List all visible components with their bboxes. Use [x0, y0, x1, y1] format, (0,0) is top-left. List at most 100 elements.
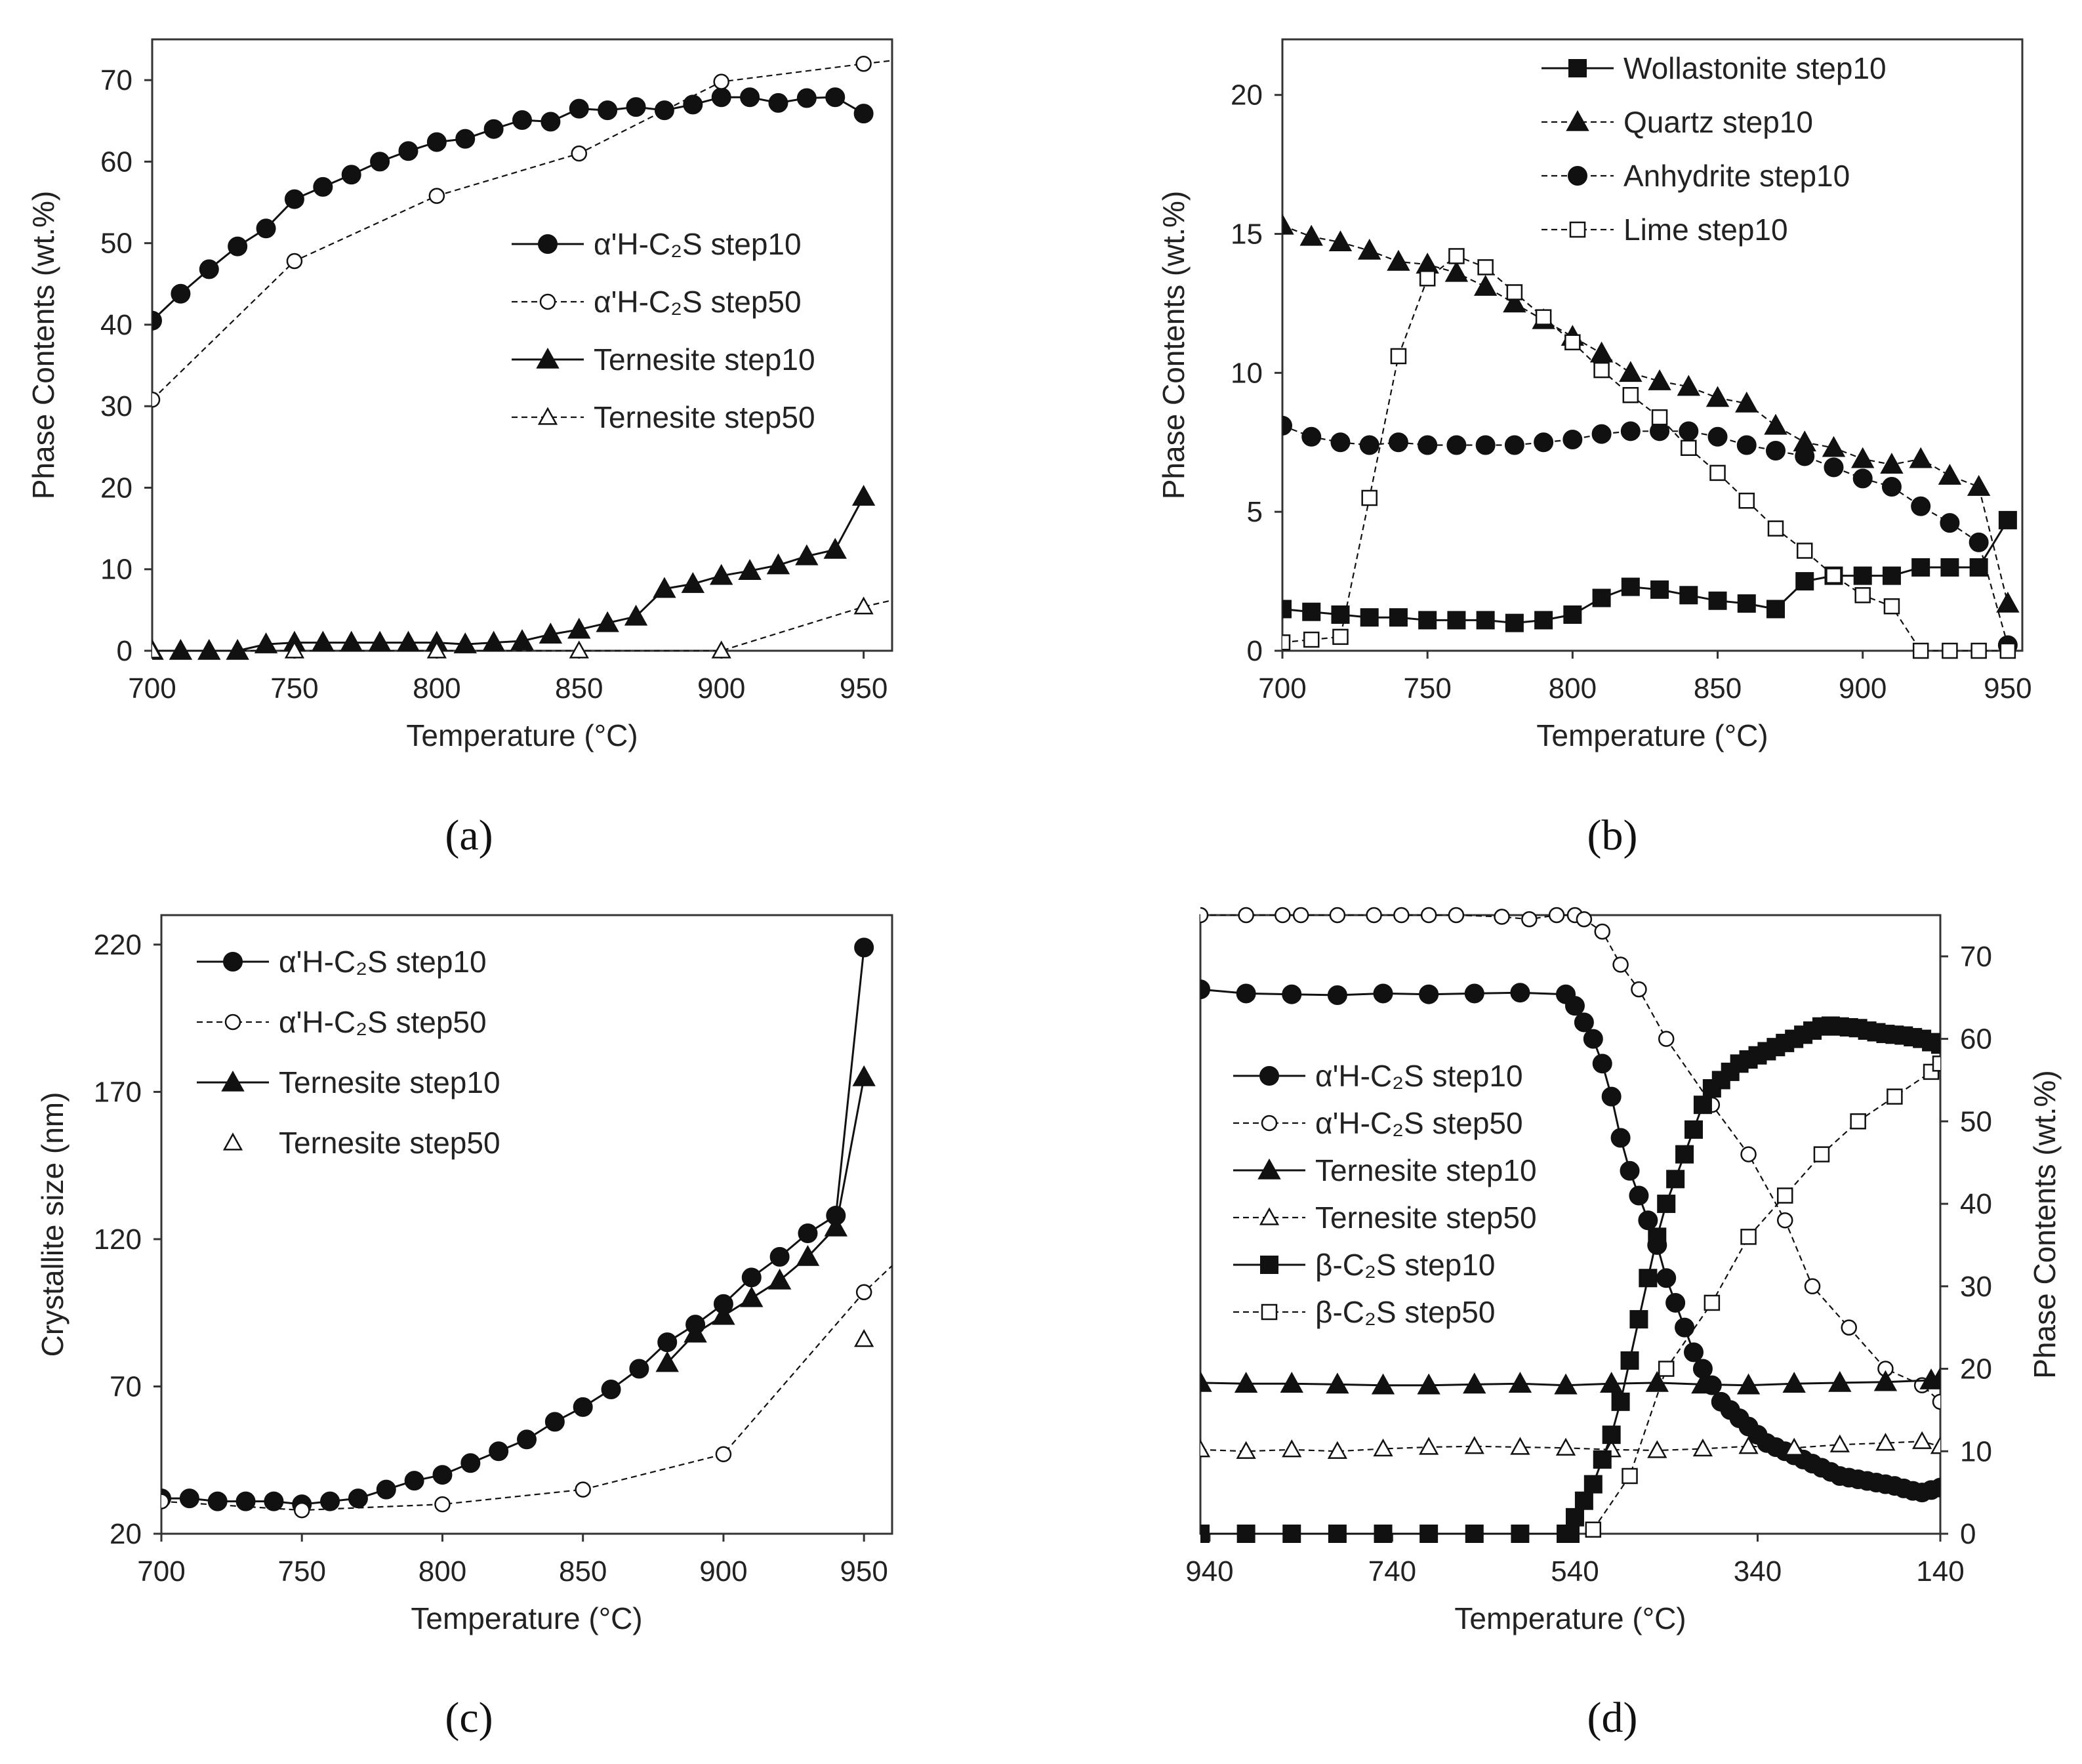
data-point: [1562, 430, 1583, 450]
y-tick-label: 50: [1960, 1105, 1992, 1138]
data-point: [655, 1351, 679, 1372]
y-axis-title: Phase Contents (wt.%): [1156, 191, 1191, 499]
x-tick-label: 950: [1984, 672, 2031, 705]
data-point: [1656, 1268, 1677, 1288]
data-point: [339, 630, 363, 652]
data-point: [855, 1284, 872, 1301]
data-point: [1534, 432, 1554, 453]
data-point: [1504, 435, 1524, 455]
data-point: [796, 1244, 820, 1266]
data-point: [853, 104, 874, 124]
data-point: [569, 640, 589, 659]
data-point: [796, 88, 817, 108]
x-tick-label: 800: [418, 1555, 466, 1588]
data-point: [573, 1397, 593, 1417]
series-α'H-C₂S step10: [161, 937, 874, 1515]
legend-item: α'H-C₂S step50: [1233, 1106, 1523, 1140]
series-line: [1592, 1063, 1940, 1530]
data-point: [1417, 1373, 1440, 1395]
series-line: [1200, 1441, 1940, 1452]
x-tick-label: 850: [555, 672, 603, 705]
data-point: [1328, 230, 1353, 252]
y-tick-label: 70: [100, 64, 133, 96]
series-Wollastonite step10: [1282, 510, 2017, 632]
data-point: [1996, 591, 2020, 613]
data-point: [1238, 907, 1254, 924]
data-point: [1366, 907, 1382, 924]
y-tick-label: 0: [117, 635, 133, 667]
legend-marker: [1259, 1207, 1280, 1225]
data-point: [1589, 341, 1614, 363]
data-point: [1388, 432, 1408, 453]
data-point: [1506, 284, 1523, 300]
data-point: [1583, 1029, 1603, 1049]
data-point: [1766, 600, 1785, 619]
data-point: [428, 188, 445, 204]
series-Anhydrite step10: [1282, 415, 2018, 655]
data-point: [738, 559, 762, 581]
data-point: [1583, 1475, 1602, 1494]
series-Ternesite step10: [655, 1065, 876, 1372]
data-point: [713, 73, 729, 90]
legend-item: Lime step10: [1541, 213, 1788, 247]
data-point: [1929, 1366, 1940, 1388]
data-point: [1299, 224, 1323, 246]
legend-marker: [536, 347, 560, 369]
data-point: [1419, 270, 1436, 287]
data-point: [1327, 1441, 1348, 1459]
data-point: [1738, 1436, 1759, 1454]
data-point: [711, 87, 731, 108]
data-point: [1473, 274, 1498, 296]
data-point: [1601, 1086, 1622, 1107]
data-point: [712, 1303, 735, 1325]
data-point: [1564, 996, 1585, 1016]
data-point: [1418, 435, 1438, 455]
data-point: [1236, 1525, 1255, 1543]
data-point: [1418, 611, 1437, 630]
x-tick-label: 950: [840, 1555, 888, 1588]
data-point: [601, 1379, 621, 1399]
data-point: [434, 1496, 451, 1513]
data-point: [629, 1359, 649, 1379]
data-point: [1374, 1525, 1393, 1543]
legend-marker: [223, 952, 243, 972]
data-point: [1881, 477, 1902, 497]
data-point: [1784, 1437, 1805, 1456]
data-point: [855, 56, 872, 72]
data-point: [1707, 426, 1728, 447]
data-point: [284, 640, 305, 659]
data-point: [1282, 634, 1291, 651]
legend-label: Quartz step10: [1623, 105, 1813, 139]
legend-label: Ternesite step50: [594, 400, 815, 434]
data-point: [1535, 309, 1552, 325]
plot-area: [161, 937, 892, 1519]
legend-marker: [222, 1132, 243, 1151]
x-tick-label: 700: [137, 1555, 185, 1588]
y-tick-label: 0: [1247, 635, 1263, 667]
data-point: [1505, 613, 1524, 632]
legend-label: Ternesite step50: [279, 1126, 500, 1160]
data-point: [1326, 1372, 1349, 1394]
y-tick-label: 10: [1960, 1435, 1992, 1467]
chart-panel-d: 940 740 540 340 140 0 10 20 30 40 50 60 70 Temperatur…: [1185, 907, 2062, 1742]
legend-label: α'H-C₂S step10: [279, 945, 487, 979]
data-point: [1464, 1436, 1484, 1454]
series-Lime step10: [1282, 248, 2016, 659]
legend-label: β-C₂S step50: [1315, 1295, 1495, 1329]
data-point: [1658, 1031, 1675, 1047]
legend-label: α'H-C₂S step50: [594, 285, 802, 319]
plot-area: [1200, 907, 1940, 1543]
data-point: [1969, 532, 1989, 552]
data-point: [432, 1465, 453, 1485]
data-point: [1594, 923, 1610, 940]
data-point: [1477, 259, 1494, 276]
data-point: [313, 176, 333, 197]
data-point: [264, 1491, 284, 1511]
data-point: [1777, 1212, 1793, 1229]
data-point: [1200, 1525, 1210, 1543]
data-point: [398, 141, 418, 161]
x-tick-label: 900: [1839, 672, 1887, 705]
data-point: [1998, 510, 2017, 529]
data-point: [1494, 909, 1510, 925]
data-point: [1599, 1372, 1623, 1393]
